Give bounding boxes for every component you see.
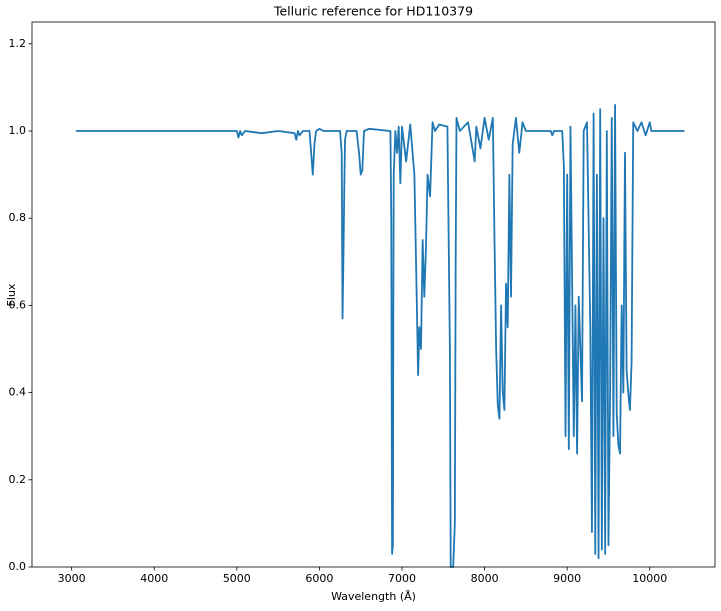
x-tick-label: 3000 xyxy=(58,572,86,585)
x-tick-label: 8000 xyxy=(471,572,499,585)
y-tick-label: 0.0 xyxy=(9,560,27,573)
y-axis-label: Flux xyxy=(5,283,18,306)
y-tick-label: 0.8 xyxy=(9,211,27,224)
x-axis-label: Wavelength (Å) xyxy=(331,590,416,603)
y-tick-label: 1.2 xyxy=(9,37,27,50)
spectrum-line xyxy=(75,103,685,568)
x-tick-label: 6000 xyxy=(305,572,333,585)
x-tick-label: 4000 xyxy=(140,572,168,585)
x-tick-label: 7000 xyxy=(388,572,416,585)
y-tick-label: 0.4 xyxy=(9,386,27,399)
y-tick-label: 1.0 xyxy=(9,124,27,137)
x-tick-label: 10000 xyxy=(632,572,667,585)
x-tick-label: 5000 xyxy=(223,572,251,585)
y-tick-label: 0.6 xyxy=(9,298,27,311)
chart-title: Telluric reference for HD110379 xyxy=(273,4,473,19)
y-tick-label: 0.2 xyxy=(9,473,27,486)
axes-frame xyxy=(31,21,716,568)
plot-area xyxy=(75,103,685,568)
x-tick-label: 9000 xyxy=(553,572,581,585)
